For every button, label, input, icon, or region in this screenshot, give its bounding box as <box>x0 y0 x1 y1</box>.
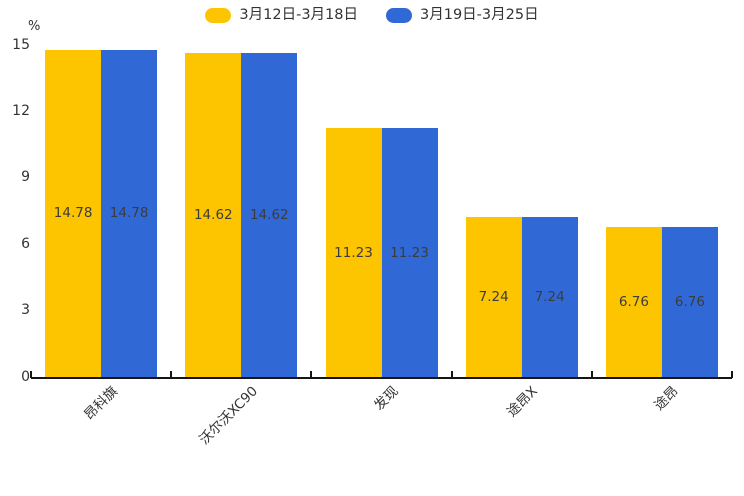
y-axis-tick-label: 9 <box>21 169 30 186</box>
bar[interactable] <box>45 49 102 377</box>
bar-value-label: 14.62 <box>193 207 233 224</box>
legend-item-week1[interactable]: 3月12日-3月18日 <box>205 8 358 23</box>
bar[interactable] <box>185 53 242 377</box>
x-axis-tick <box>30 371 32 378</box>
chart-legend: 3月12日-3月18日 3月19日-3月25日 <box>0 8 744 23</box>
legend-item-week2[interactable]: 3月19日-3月25日 <box>386 8 539 23</box>
y-axis-tick-label: 3 <box>21 302 30 319</box>
bar[interactable] <box>381 128 438 377</box>
x-axis-category-label: 发现 <box>370 383 402 414</box>
bar[interactable] <box>661 227 718 377</box>
y-axis-tick-label: 6 <box>21 235 30 252</box>
x-axis-tick <box>590 371 593 378</box>
x-axis-category-label: 沃尔沃XC90 <box>196 383 261 448</box>
legend-label-week1: 3月12日-3月18日 <box>239 7 358 24</box>
legend-swatch-week1-icon <box>205 8 232 23</box>
bar[interactable] <box>465 216 522 377</box>
bar[interactable] <box>101 49 158 377</box>
bar-value-label: 11.23 <box>390 244 429 261</box>
x-axis-tick <box>170 371 173 378</box>
bar-value-label: 7.24 <box>534 288 565 305</box>
x-axis-tick <box>731 371 733 378</box>
bar-value-label: 11.23 <box>334 244 373 261</box>
x-axis-tick <box>450 371 453 378</box>
x-axis-category-label: 途昂 <box>651 383 682 414</box>
bar[interactable] <box>521 216 578 377</box>
bar-value-label: 7.24 <box>478 288 509 305</box>
legend-label-week2: 3月19日-3月25日 <box>420 7 539 24</box>
y-axis-tick-label: 12 <box>12 102 30 119</box>
x-axis-category-label: 途昂X <box>504 383 542 421</box>
bar-value-label: 14.78 <box>53 205 93 222</box>
x-axis-line <box>31 377 732 379</box>
bar[interactable] <box>325 128 382 377</box>
legend-swatch-week2-icon <box>386 8 412 23</box>
bar-value-label: 6.76 <box>618 294 649 311</box>
bar-value-label: 6.76 <box>674 294 705 311</box>
y-axis-tick-label: 0 <box>21 368 30 385</box>
y-axis-unit-label: % <box>28 19 41 34</box>
x-axis-category-label: 昂科旗 <box>80 383 121 424</box>
y-axis-tick-label: 15 <box>12 36 30 53</box>
bar[interactable] <box>241 53 298 377</box>
bar-value-label: 14.62 <box>249 207 289 224</box>
bar[interactable] <box>605 227 662 377</box>
x-axis-tick <box>310 371 313 378</box>
bar-value-label: 14.78 <box>109 205 149 222</box>
